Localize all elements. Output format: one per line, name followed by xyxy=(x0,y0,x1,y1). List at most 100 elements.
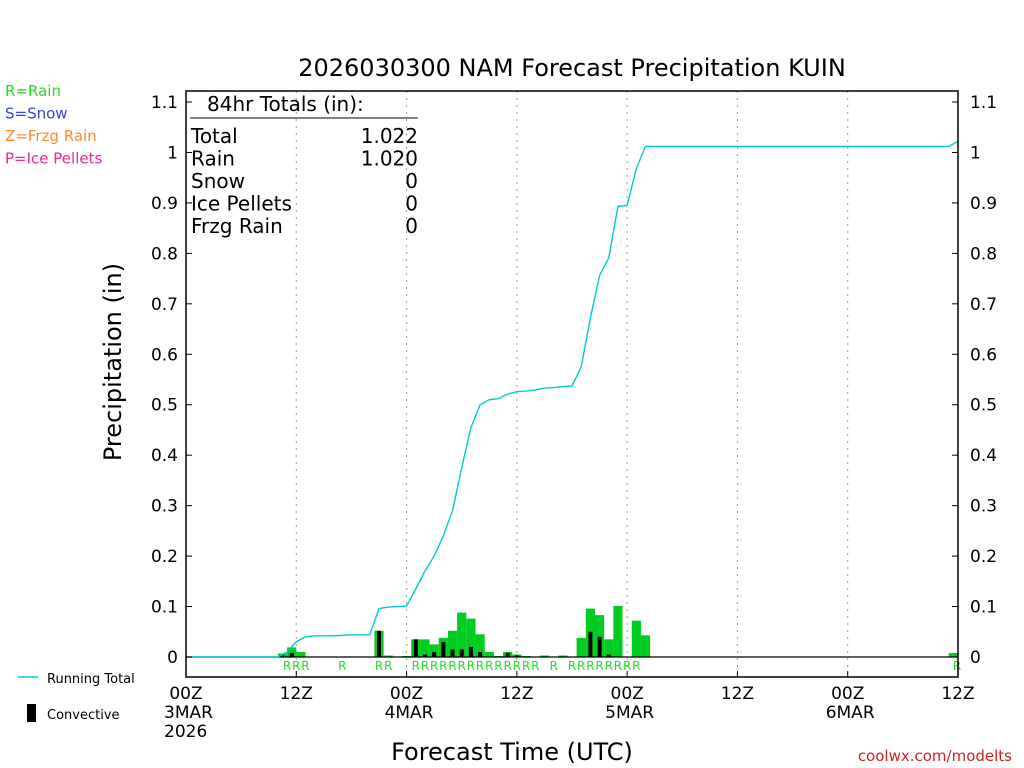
precip-type-mark: R xyxy=(595,659,603,673)
precip-bar xyxy=(576,637,586,657)
convective-bar xyxy=(413,639,418,657)
precip-bar xyxy=(539,655,550,657)
y-tick-label: 0.7 xyxy=(970,295,997,315)
convective-bar xyxy=(459,649,464,657)
precip-type-mark: R xyxy=(522,659,530,673)
y-tick-label: 0.4 xyxy=(970,446,997,466)
totals-row-value: 1.020 xyxy=(361,147,418,171)
x-tick-label: 00Z xyxy=(831,684,864,704)
precip-type-mark: R xyxy=(439,659,447,673)
y-tick-label: 1 xyxy=(970,143,981,163)
precip-bar xyxy=(420,639,430,657)
precip-type-mark: R xyxy=(467,659,475,673)
grid-lines xyxy=(295,91,849,677)
totals-row-label: Frzg Rain xyxy=(191,214,283,238)
x-date-label: 5MAR xyxy=(605,703,654,723)
y-tick-label: 0.2 xyxy=(970,547,997,567)
precip-type-legend-item: P=Ice Pellets xyxy=(5,150,102,168)
precip-type-mark: R xyxy=(494,659,502,673)
convective-bar xyxy=(505,652,510,657)
totals-row-value: 0 xyxy=(405,214,418,238)
x-tick-label: 12Z xyxy=(280,684,313,704)
precip-bar xyxy=(558,655,568,657)
convective-bar xyxy=(588,631,593,657)
precip-bar xyxy=(457,612,467,657)
totals-row-label: Total xyxy=(190,124,238,148)
precip-type-legend-item: R=Rain xyxy=(5,82,61,100)
y-tick-label: 0.9 xyxy=(970,194,997,214)
precip-bar xyxy=(631,620,641,657)
convective-bar xyxy=(280,655,285,657)
precip-type-mark: R xyxy=(283,659,291,673)
x-tick-label: 00Z xyxy=(390,684,423,704)
y-tick-label: 0.1 xyxy=(970,598,997,618)
precip-type-mark: R xyxy=(301,659,309,673)
x-date-label: 4MAR xyxy=(385,703,434,723)
y-tick-label: 0 xyxy=(167,648,178,668)
totals-box: 84hr Totals (in): Total 1.022 Rain 1.020 Sno… xyxy=(190,92,418,238)
convective-bar xyxy=(478,651,483,657)
precip-type-mark: R xyxy=(412,659,420,673)
x-tick-label: 12Z xyxy=(500,684,533,704)
precip-bar xyxy=(484,651,494,657)
convective-bar xyxy=(514,655,519,657)
convective-bar xyxy=(450,649,455,657)
precip-type-mark: R xyxy=(421,659,429,673)
totals-row-label: Rain xyxy=(191,147,235,171)
y-tick-label: 0.2 xyxy=(151,547,178,567)
precip-type-mark: R xyxy=(448,659,456,673)
x-date-label: 6MAR xyxy=(826,703,875,723)
totals-row-value: 0 xyxy=(405,192,418,216)
precip-bar xyxy=(604,639,614,657)
convective-bar xyxy=(422,654,427,657)
precip-type-mark: R xyxy=(375,659,383,673)
y-tick-label: 0.3 xyxy=(151,497,178,517)
y-tick-label: 0.7 xyxy=(151,295,178,315)
x-date-label: 3MAR xyxy=(164,703,213,723)
precip-type-mark: R xyxy=(953,659,961,673)
convective-bar xyxy=(377,630,381,657)
x-tick-label: 12Z xyxy=(721,684,754,704)
convective-bar xyxy=(597,636,602,657)
y-tick-label: 0.6 xyxy=(151,345,178,365)
precip-bar xyxy=(475,634,485,657)
precip-bar xyxy=(447,630,458,657)
precip-type-legend-item: Z=Frzg Rain xyxy=(5,127,97,145)
y-tick-label: 0 xyxy=(970,648,981,668)
y-tick-label: 0.9 xyxy=(151,194,178,214)
x-axis-label: Forecast Time (UTC) xyxy=(391,738,633,766)
y-tick-label: 0.4 xyxy=(151,446,178,466)
totals-row-value: 1.022 xyxy=(361,124,418,148)
precip-bar xyxy=(594,615,605,657)
precip-type-mark: R xyxy=(549,659,557,673)
x-tick-label: 00Z xyxy=(611,684,644,704)
precip-type-mark: R xyxy=(623,659,631,673)
totals-heading: 84hr Totals (in): xyxy=(207,92,364,116)
precip-type-mark: R xyxy=(458,659,466,673)
totals-row-value: 0 xyxy=(405,169,418,193)
convective-swatch xyxy=(27,704,36,722)
precip-type-mark: R xyxy=(384,659,392,673)
precip-type-mark: R xyxy=(513,659,521,673)
convective-legend-label: Convective xyxy=(47,708,120,723)
precip-type-mark: R xyxy=(568,659,576,673)
x-date-label: 2026 xyxy=(164,722,207,742)
y-tick-label: 1 xyxy=(167,143,178,163)
plot-frame xyxy=(185,90,959,678)
precip-type-mark: R xyxy=(485,659,493,673)
precip-bar xyxy=(383,655,393,657)
precip-bar xyxy=(429,644,439,657)
x-tick-label: 00Z xyxy=(169,684,202,704)
precip-type-mark: R xyxy=(430,659,438,673)
precip-type-mark: R xyxy=(531,659,539,673)
y-tick-label: 0.6 xyxy=(970,345,997,365)
y-tick-label: 1.1 xyxy=(970,93,997,113)
convective-bar xyxy=(432,651,437,657)
convective-bar xyxy=(468,646,473,657)
convective-bars xyxy=(280,630,611,657)
y-tick-label: 0.8 xyxy=(151,244,178,264)
y-tick-label: 1.1 xyxy=(151,93,178,113)
precip-bar xyxy=(640,635,651,657)
